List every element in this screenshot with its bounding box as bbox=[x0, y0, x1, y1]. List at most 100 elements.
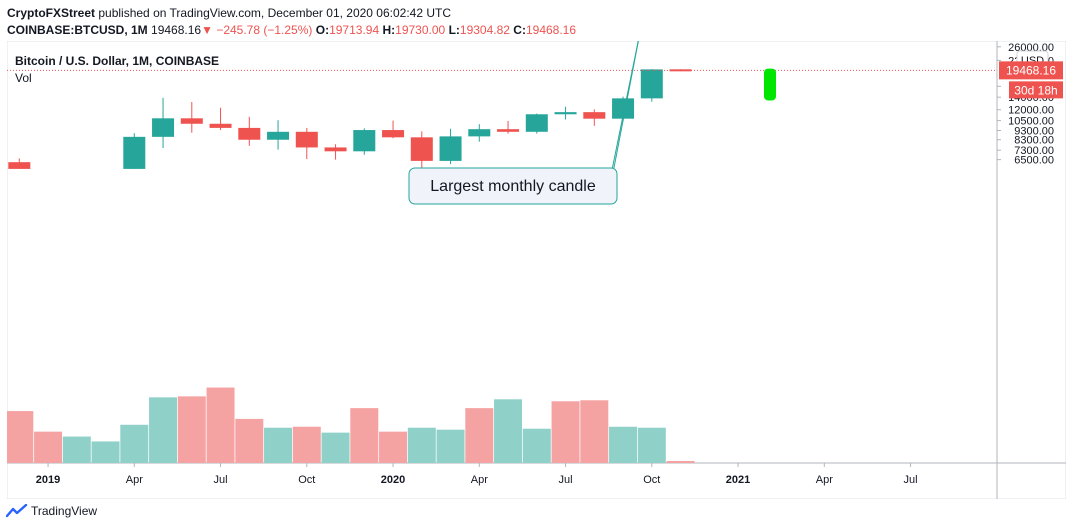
y-tick-label: 10500.00 bbox=[1008, 116, 1054, 128]
x-tick-label: 2019 bbox=[36, 474, 60, 486]
last-price-tag: 19468.16 30d 18h bbox=[999, 61, 1063, 99]
tradingview-brand: TradingView bbox=[31, 504, 98, 518]
open-label: O: bbox=[315, 23, 330, 37]
last-price: 19468.16 bbox=[151, 23, 202, 37]
candle bbox=[554, 106, 577, 120]
highlight-bar bbox=[764, 68, 776, 101]
candle-body bbox=[209, 123, 232, 128]
candle bbox=[583, 109, 606, 126]
low-label: L: bbox=[448, 23, 460, 37]
candle-body bbox=[554, 112, 577, 115]
candle bbox=[439, 128, 462, 165]
candle bbox=[8, 158, 31, 169]
candle-body bbox=[295, 131, 318, 148]
price-chart[interactable]: Largest monthly candle 26000.0022000.001… bbox=[0, 28, 1067, 500]
x-axis[interactable]: 2019 Apr Jul Oct 2020 Apr Jul Oct 2021 Apr Jul bbox=[36, 463, 918, 486]
candle bbox=[525, 113, 548, 134]
close-label: C: bbox=[513, 23, 526, 37]
y-tick-label: 7300.00 bbox=[1014, 145, 1054, 157]
publish-info: CryptoFXStreet published on TradingView.… bbox=[7, 6, 451, 20]
high-value: 19730.00 bbox=[395, 23, 446, 37]
candle bbox=[123, 133, 146, 169]
candle bbox=[209, 107, 232, 131]
volume-bar bbox=[580, 400, 609, 463]
candle-body bbox=[583, 112, 606, 119]
x-tick-label: Oct bbox=[298, 474, 315, 486]
candle bbox=[324, 144, 347, 160]
x-tick-label: 2021 bbox=[726, 474, 750, 486]
candle-body bbox=[8, 162, 31, 169]
candle-body bbox=[439, 136, 462, 161]
volume-bar bbox=[62, 436, 91, 463]
volume-bar bbox=[465, 408, 494, 463]
annotation: Largest monthly candle bbox=[408, 28, 642, 205]
candle bbox=[267, 120, 290, 150]
candle-body bbox=[468, 129, 491, 137]
volume-bar bbox=[666, 461, 695, 463]
candle-body bbox=[497, 129, 520, 132]
volume-bar bbox=[149, 397, 178, 463]
volume-bar bbox=[206, 387, 235, 463]
candle bbox=[497, 120, 520, 134]
tradingview-footer[interactable]: TradingView bbox=[6, 503, 97, 519]
candle bbox=[353, 128, 376, 155]
volume-bar bbox=[494, 399, 523, 463]
open-value: 19713.94 bbox=[329, 23, 380, 37]
volume-bar bbox=[177, 396, 206, 463]
volume-bar bbox=[120, 424, 149, 463]
x-tick-label: Apr bbox=[126, 474, 143, 486]
x-tick-label: Jul bbox=[214, 474, 228, 486]
x-tick-label: Jul bbox=[559, 474, 573, 486]
author-name[interactable]: CryptoFXStreet bbox=[7, 6, 96, 20]
chart-frame: Largest monthly candle 26000.0022000.001… bbox=[0, 28, 1067, 500]
y-tick-label: 12000.00 bbox=[1008, 105, 1054, 117]
ohlc-line: COINBASE:BTCUSD, 1M 19468.16▼ −245.78 (−… bbox=[7, 23, 576, 37]
countdown-tag-text: 30d 18h bbox=[1014, 83, 1057, 97]
symbol-line: COINBASE:BTCUSD, 1M bbox=[7, 23, 148, 37]
volume-label: Vol bbox=[15, 71, 32, 85]
candle-body bbox=[123, 136, 146, 169]
annotation-leader bbox=[611, 28, 642, 179]
candle bbox=[152, 97, 175, 148]
candle bbox=[180, 101, 203, 133]
chart-title: Bitcoin / U.S. Dollar, 1M, COINBASE bbox=[15, 54, 219, 68]
tradingview-logo-icon bbox=[6, 504, 28, 518]
annotation-box[interactable] bbox=[408, 167, 618, 205]
y-tick-label: 8300.00 bbox=[1014, 135, 1054, 147]
close-value: 19468.16 bbox=[525, 23, 577, 37]
volume-bar bbox=[407, 427, 436, 463]
candle bbox=[382, 120, 405, 139]
x-tick-label: Oct bbox=[643, 474, 660, 486]
candle-body bbox=[640, 69, 663, 99]
volume-bars bbox=[0, 387, 695, 463]
candle-body bbox=[353, 130, 376, 152]
volume-bar bbox=[321, 432, 350, 463]
candle bbox=[468, 124, 491, 142]
x-tick-label: Apr bbox=[471, 474, 488, 486]
volume-bar bbox=[91, 441, 120, 463]
last-price-tag-text: 19468.16 bbox=[1006, 63, 1056, 77]
candle-body bbox=[612, 98, 635, 119]
candle-body bbox=[669, 69, 692, 72]
candle bbox=[295, 127, 318, 160]
y-tick-label: 9300.00 bbox=[1014, 125, 1054, 137]
down-arrow-icon: ▼ bbox=[201, 23, 213, 37]
volume-bar bbox=[379, 431, 408, 463]
candle-body bbox=[267, 131, 290, 140]
candle-body bbox=[324, 147, 347, 152]
volume-bar bbox=[609, 426, 638, 463]
candle bbox=[640, 69, 663, 102]
candle-body bbox=[238, 127, 261, 140]
annotation-text: Largest monthly candle bbox=[430, 178, 596, 195]
candle bbox=[669, 69, 692, 72]
volume-bar bbox=[264, 427, 293, 463]
candles bbox=[8, 69, 692, 185]
volume-bar bbox=[436, 429, 465, 463]
candle-body bbox=[180, 118, 203, 124]
x-tick-label: 2020 bbox=[381, 474, 405, 486]
y-tick-label: 6500.00 bbox=[1014, 155, 1054, 167]
candle bbox=[238, 116, 261, 146]
volume-bar bbox=[637, 427, 666, 463]
published-text: published on TradingView.com, December 0… bbox=[98, 6, 452, 20]
price-change: −245.78 (−1.25%) bbox=[216, 23, 313, 37]
